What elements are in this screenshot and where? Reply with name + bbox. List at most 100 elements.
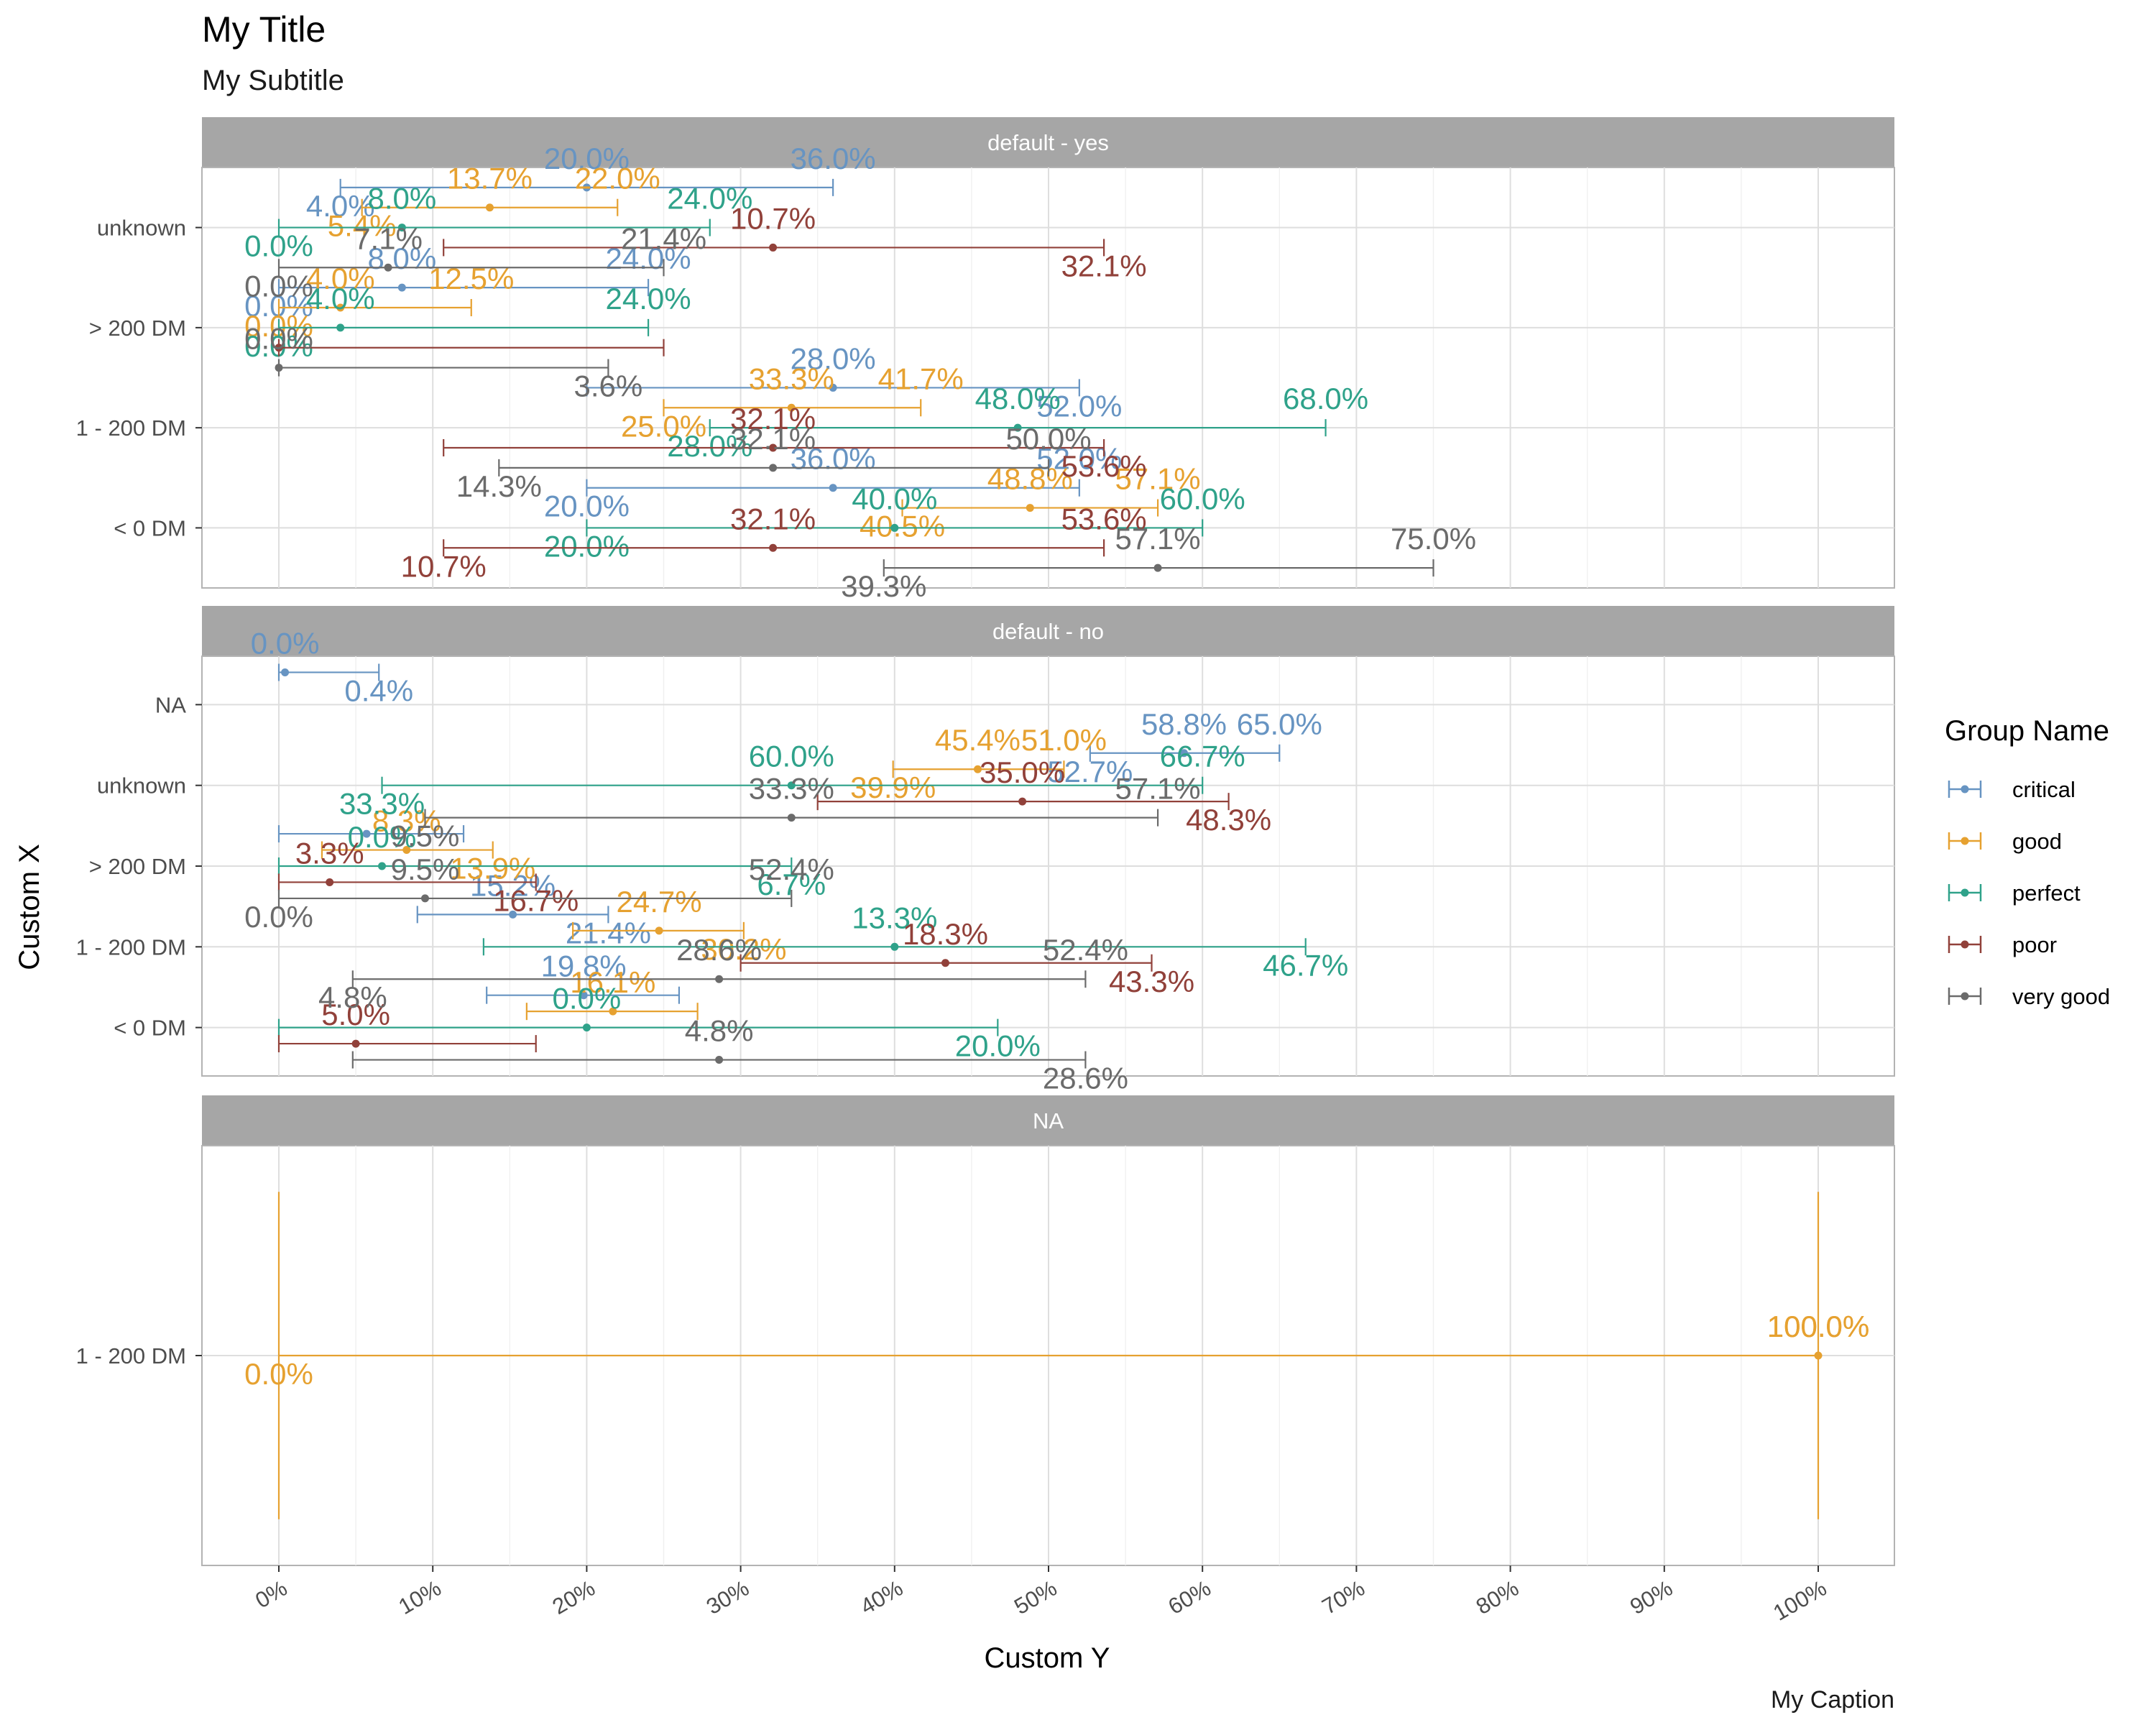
data-point — [1814, 1351, 1823, 1360]
data-point-group: 52.7%58.8% 65.0% — [1047, 707, 1322, 788]
chart-title: My Title — [202, 9, 326, 50]
data-point-group — [275, 339, 665, 356]
y-tick-label: 1 - 200 DM — [76, 415, 186, 441]
data-point-group: 10.7% 32.1% — [443, 201, 1147, 282]
data-point — [769, 443, 778, 452]
data-point-group: 32.1% 53.6% — [443, 402, 1147, 483]
data-label: 100.0% — [1767, 1310, 1869, 1343]
legend-title: Group Name — [1945, 715, 2109, 747]
data-label: 39.9% — [850, 770, 936, 804]
data-point-group: 15.2% 21.4% — [416, 868, 651, 949]
legend-label: poor — [2012, 932, 2057, 957]
data-point — [769, 543, 778, 552]
y-tick-label: < 0 DM — [114, 515, 186, 540]
data-label: 8.0% — [367, 182, 436, 216]
data-label: 25.0% — [621, 409, 706, 443]
data-label: 60.0% — [1160, 482, 1245, 515]
data-point-group: 0.0% 0.4% — [251, 626, 413, 707]
data-label: 60.0% — [749, 740, 834, 773]
data-label: 10.7% — [730, 201, 816, 235]
data-label: 46.7% — [1263, 948, 1348, 982]
data-point — [397, 283, 406, 292]
y-tick-label: unknown — [97, 773, 186, 799]
data-point — [402, 846, 411, 855]
data-label: 21.4% — [566, 916, 651, 949]
data-point-group: 9.5% 33.3% 57.1% — [391, 772, 1201, 853]
data-point — [336, 303, 345, 312]
x-tick-label: 20% — [548, 1576, 599, 1619]
legend-item: critical — [1948, 777, 2076, 802]
data-label: 18.3% — [903, 917, 988, 951]
data-point — [715, 975, 724, 983]
x-axis-title: Custom Y — [985, 1642, 1110, 1674]
data-point — [829, 383, 837, 392]
data-label: 41.7% — [878, 362, 964, 395]
data-label: 32.1% — [730, 402, 816, 436]
data-point-group: 19.8% — [486, 949, 681, 1004]
data-label: 36.0% — [791, 142, 876, 175]
data-label: 20.0% — [544, 529, 630, 563]
data-point-group: 0.0%100.0%100.0% — [244, 1192, 1869, 1519]
x-tick-label: 10% — [394, 1576, 445, 1619]
x-tick-label: 50% — [1010, 1576, 1061, 1619]
data-point — [1179, 749, 1188, 758]
data-point — [787, 403, 796, 412]
x-axis: 0% 10% 20% 30% 40% 50% 60% 70% 80% 90% 100% — [251, 1565, 1831, 1626]
x-tick-label: 70% — [1318, 1576, 1369, 1619]
y-tick-label: > 200 DM — [89, 854, 186, 879]
data-label: 12.5% — [428, 262, 514, 295]
data-point — [351, 1039, 360, 1048]
data-label: 9.5% — [391, 852, 460, 886]
x-tick-label: 60% — [1164, 1576, 1215, 1619]
data-point-group — [277, 825, 465, 843]
data-point-group: 4.8% 28.6% 52.4% — [318, 933, 1128, 1014]
x-tick-label: 80% — [1472, 1576, 1523, 1619]
legend-key-point — [1961, 940, 1969, 949]
data-point-group: 0.0% 8.0% 24.0% — [244, 182, 752, 263]
data-point-group: 4.8% 28.6% — [351, 1014, 1128, 1095]
data-point-group: 0.0% 20.0% — [277, 982, 1041, 1063]
data-label: 58.8% — [1141, 707, 1227, 741]
data-label: 0.0% — [348, 820, 417, 854]
facet-panel: NA1 - 200 DM0.0%100.0%100.0% — [76, 1095, 1895, 1566]
data-label: 57.1% — [1115, 772, 1201, 806]
data-label: 57.1% — [1115, 462, 1201, 496]
data-label: 57.1% — [1115, 522, 1201, 556]
data-point-group: 18.3% 43.3% — [740, 917, 1194, 998]
data-label: 16.7% — [493, 883, 579, 917]
data-point-group: 28.0% 48.0% 68.0% — [667, 382, 1368, 463]
data-point — [787, 781, 796, 790]
data-label: 35.0% — [980, 755, 1065, 789]
data-point — [890, 523, 899, 532]
x-tick-label: 100% — [1769, 1576, 1830, 1626]
data-point-group: 0.0% 8.0% 24.0% — [244, 242, 691, 323]
data-point-group: 4.0% 20.0% 36.0% — [306, 142, 876, 223]
data-label: 0.0% — [244, 229, 313, 263]
data-point — [275, 344, 283, 352]
facet-strip — [202, 1095, 1894, 1146]
data-point-group: 16.1% — [525, 965, 699, 1021]
data-label: 3.3% — [295, 836, 364, 870]
data-label: 22.0% — [575, 162, 660, 196]
data-label: 19.8% — [541, 949, 627, 983]
data-label: 4.0% — [306, 189, 375, 223]
data-point — [769, 243, 778, 252]
facet-panel: default - no < 0 DM 1 - 200 DM > 200 DM unkn… — [76, 606, 1895, 1095]
data-label: 8.3% — [372, 804, 441, 838]
data-label: 5.0% — [321, 998, 390, 1031]
data-label: 0.0% — [244, 269, 313, 303]
data-label: 68.0% — [1283, 382, 1368, 415]
legend-key-point — [1961, 888, 1969, 897]
data-point — [326, 878, 334, 886]
data-label: 32.1% — [730, 502, 816, 535]
data-label: 20.0% — [544, 489, 630, 523]
data-point-group: 24.7% 30.2% — [572, 885, 786, 966]
legend-label: critical — [2012, 777, 2076, 802]
legend-item: very good — [1948, 984, 2110, 1009]
data-label: 40.0% — [852, 482, 937, 515]
data-label: 30.2% — [701, 932, 786, 966]
data-label: 0.0% — [244, 1357, 313, 1391]
data-label: 24.7% — [617, 885, 702, 919]
data-point — [378, 862, 387, 870]
data-label: 3.6% — [574, 369, 643, 403]
